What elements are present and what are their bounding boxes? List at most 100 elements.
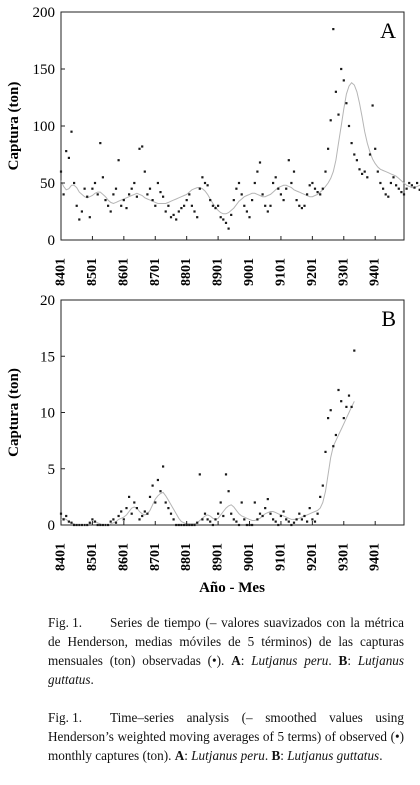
observed-point xyxy=(350,405,353,408)
observed-point xyxy=(190,523,193,527)
observed-point xyxy=(353,153,356,156)
observed-point xyxy=(329,409,332,412)
observed-point xyxy=(107,204,110,207)
observed-point xyxy=(240,501,243,504)
observed-point xyxy=(114,521,118,524)
observed-point xyxy=(219,501,222,504)
observed-point xyxy=(130,187,133,190)
observed-point xyxy=(143,510,146,513)
observed-point xyxy=(70,521,73,524)
observed-point xyxy=(164,210,167,213)
observed-point xyxy=(277,523,280,527)
observed-point xyxy=(183,204,186,207)
x-tick-label: 8501 xyxy=(85,543,100,571)
observed-point xyxy=(138,518,141,521)
observed-point xyxy=(91,518,94,521)
observed-point xyxy=(99,523,102,527)
observed-point xyxy=(290,523,293,527)
x-tick-label: 9101 xyxy=(273,258,288,286)
observed-point xyxy=(256,170,259,173)
observed-point xyxy=(206,184,209,187)
observed-point xyxy=(112,518,115,521)
caption-english-text: Time–series analysis (– smoothed values … xyxy=(48,710,404,763)
observed-point xyxy=(65,150,68,153)
caption-spanish: Fig. 1. Series de tiempo (– valores suavi… xyxy=(48,615,405,687)
observed-point xyxy=(261,514,264,518)
observed-point xyxy=(332,445,335,448)
observed-point xyxy=(313,520,317,523)
observed-point xyxy=(86,195,89,198)
observed-point xyxy=(353,349,356,352)
y-tick-label: 0 xyxy=(48,233,56,249)
plot-frame xyxy=(60,299,405,526)
observed-point xyxy=(340,67,343,71)
observed-point xyxy=(183,523,186,527)
observed-point xyxy=(266,498,269,501)
observed-point xyxy=(141,514,144,518)
observed-point xyxy=(206,518,209,521)
x-tick-label: 8901 xyxy=(211,258,226,286)
observed-point xyxy=(133,181,136,185)
observed-point xyxy=(154,501,157,504)
y-tick-label: 150 xyxy=(33,62,56,78)
observed-point xyxy=(358,168,361,171)
observed-point xyxy=(162,195,165,198)
observed-point xyxy=(177,210,180,213)
x-tick-label: 9401 xyxy=(368,543,383,571)
observed-point xyxy=(151,484,154,487)
observed-point xyxy=(253,501,256,504)
observed-point xyxy=(80,523,83,527)
observed-point xyxy=(88,216,91,219)
observed-point xyxy=(277,187,280,190)
observed-point xyxy=(245,523,248,527)
observed-point xyxy=(211,204,214,207)
observed-point xyxy=(190,204,193,207)
observed-point xyxy=(67,156,70,159)
observed-point xyxy=(209,199,212,202)
observed-point xyxy=(264,204,267,207)
observed-point xyxy=(287,159,290,162)
observed-point xyxy=(295,199,298,202)
caption-spanish-a-species: Lutjanus peru xyxy=(251,653,329,668)
observed-point xyxy=(104,199,107,202)
observed-point xyxy=(107,523,110,527)
observed-point xyxy=(128,193,131,196)
y-axis-label: Captura (ton) xyxy=(6,82,22,171)
observed-point xyxy=(96,193,99,196)
observed-point xyxy=(151,199,154,202)
observed-point xyxy=(363,170,366,173)
observed-point xyxy=(88,521,91,524)
observed-point xyxy=(300,518,303,521)
observed-point xyxy=(384,193,387,196)
y-tick-label: 15 xyxy=(40,349,55,365)
observed-point xyxy=(237,181,241,185)
y-tick-label: 20 xyxy=(40,293,55,309)
observed-point xyxy=(342,79,345,82)
observed-point xyxy=(311,518,314,521)
caption-spanish-text: Series de tiempo (– valores suavizados c… xyxy=(48,615,404,668)
observed-point xyxy=(337,388,340,392)
observed-point xyxy=(224,473,228,476)
observed-point xyxy=(159,490,162,493)
caption-spanish-label: Fig. 1. xyxy=(48,615,83,630)
observed-point xyxy=(83,523,86,527)
observed-point xyxy=(109,520,112,523)
x-tick-label: 9201 xyxy=(305,258,320,286)
observed-point xyxy=(355,159,358,162)
x-tick-label: 8601 xyxy=(116,543,131,571)
observed-point xyxy=(73,181,76,185)
observed-point xyxy=(159,191,162,194)
observed-point xyxy=(258,512,262,515)
observed-point xyxy=(104,523,107,527)
observed-point xyxy=(198,187,201,190)
observed-point xyxy=(169,512,173,515)
observed-point xyxy=(101,523,104,527)
x-tick-label: 8801 xyxy=(179,258,194,286)
observed-point xyxy=(313,187,317,190)
observed-point xyxy=(285,518,288,521)
observed-point xyxy=(321,484,324,487)
observed-point xyxy=(316,191,319,194)
observed-point xyxy=(99,142,102,145)
observed-point xyxy=(232,199,235,202)
y-tick-label: 5 xyxy=(48,462,56,478)
